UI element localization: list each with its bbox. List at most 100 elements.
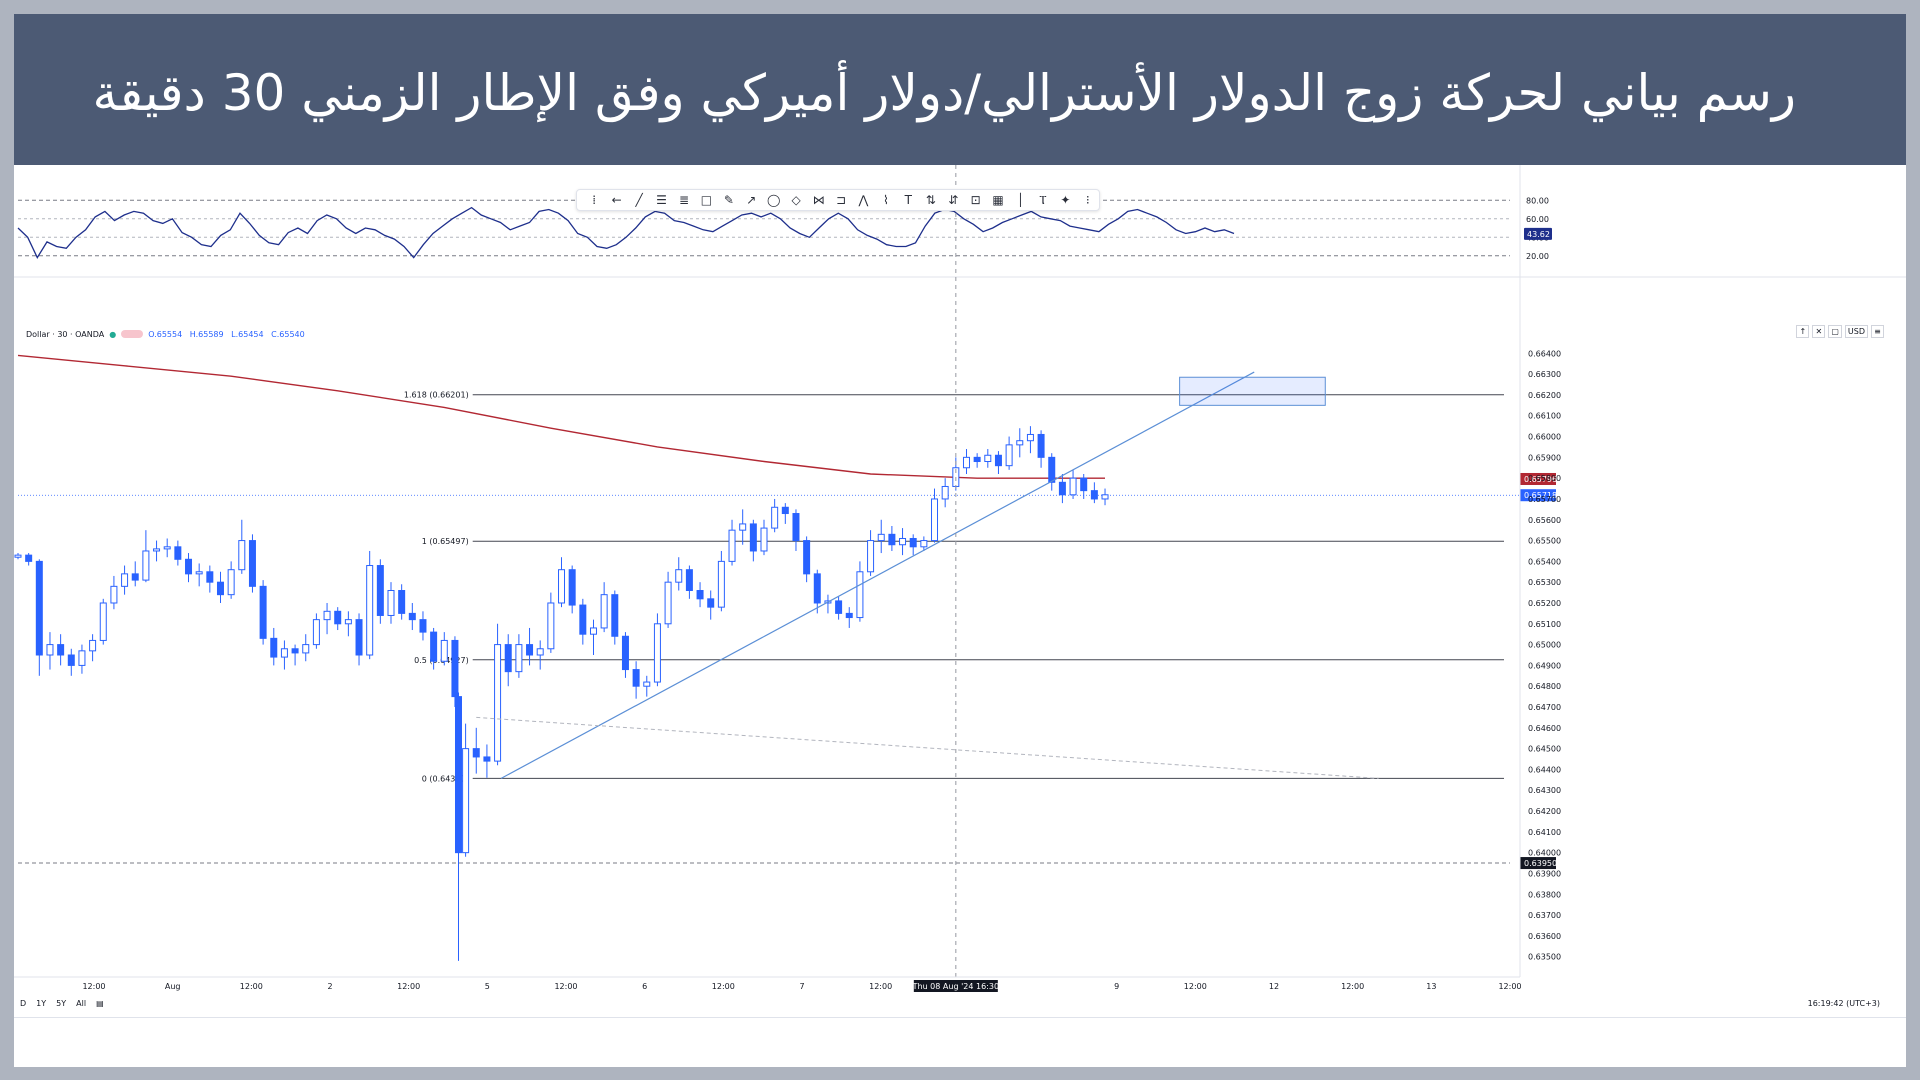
- diamond-icon[interactable]: ◇: [791, 193, 801, 207]
- candle: [195, 563, 203, 587]
- range-button-d[interactable]: D: [20, 999, 27, 1008]
- pattern-icon[interactable]: ⋈: [812, 193, 825, 207]
- candle-body: [526, 644, 534, 656]
- candle: [621, 632, 629, 678]
- arrow-left-icon[interactable]: ←: [611, 193, 622, 207]
- time-axis[interactable]: 12:00Aug12:00212:00512:00612:00712:008Th…: [14, 976, 1522, 992]
- candle: [664, 571, 672, 628]
- candle: [430, 627, 438, 670]
- drawings[interactable]: [476, 165, 1379, 977]
- candle: [856, 561, 864, 622]
- low-value: L.65454: [231, 329, 264, 339]
- circle-icon[interactable]: ◯: [767, 193, 781, 207]
- candle-body: [291, 648, 299, 654]
- fib-retracement-icon[interactable]: ☰: [656, 193, 667, 207]
- candle: [1016, 428, 1024, 458]
- short-position-icon[interactable]: ⇵: [948, 193, 959, 207]
- range-button-1y[interactable]: 1Y: [36, 999, 47, 1008]
- xabcd-icon[interactable]: ⋀: [858, 193, 869, 207]
- candle-body: [472, 748, 480, 758]
- candle: [877, 519, 885, 554]
- fib-extension-icon[interactable]: ≣: [678, 193, 689, 207]
- menu-icon[interactable]: ≡: [1871, 325, 1884, 338]
- close-icon[interactable]: ✕: [1812, 325, 1826, 338]
- candle: [121, 565, 129, 595]
- bottom-bar: D 1Y 5Y All ▤ 16:19:42 (UTC+3): [14, 993, 1906, 1013]
- zigzag-icon[interactable]: ⌇: [882, 193, 889, 207]
- candle-body: [771, 506, 779, 529]
- trendline-icon[interactable]: ╱: [635, 193, 643, 207]
- table-icon[interactable]: ▦: [992, 193, 1004, 207]
- moving-average: 0.65796 0.65718: [17, 354, 1557, 502]
- candle-body: [664, 581, 672, 625]
- scroll-up-icon[interactable]: ↑: [1796, 325, 1810, 338]
- more-icon[interactable]: ⁝: [1085, 193, 1090, 207]
- candle: [472, 727, 480, 774]
- candle: [259, 580, 267, 645]
- candle: [739, 509, 747, 545]
- candle-body: [131, 573, 139, 581]
- crop-icon[interactable]: ⊡: [970, 193, 981, 207]
- candle-body: [302, 644, 310, 654]
- candle: [845, 607, 853, 628]
- range-buttons: D 1Y 5Y All ▤: [20, 999, 104, 1008]
- candle: [270, 627, 278, 666]
- ma-value-label: 0.65796: [1524, 475, 1557, 484]
- calendar-icon[interactable]: ▤: [96, 999, 104, 1008]
- cross-line-icon[interactable]: Ⲧ: [1039, 192, 1047, 207]
- candle: [1026, 426, 1034, 454]
- candle: [984, 449, 992, 468]
- drag-handle-icon[interactable]: ⁞: [592, 193, 597, 207]
- time-tick-label: 9: [1114, 982, 1119, 991]
- candle: [760, 519, 768, 556]
- range-button-5y[interactable]: 5Y: [56, 999, 67, 1008]
- candle-body: [589, 627, 597, 635]
- price-tick-label: 0.65100: [1528, 620, 1561, 629]
- candle: [387, 582, 395, 624]
- time-tick-label: 12:00: [1184, 982, 1207, 991]
- long-position-icon[interactable]: ⇅: [925, 193, 936, 207]
- magic-icon[interactable]: ✦: [1060, 193, 1071, 207]
- candle-body: [440, 639, 448, 662]
- brush-icon[interactable]: ✎: [723, 193, 734, 207]
- candle: [454, 692, 462, 961]
- candle-body: [334, 610, 342, 625]
- candle: [451, 636, 459, 708]
- visibility-toggle-icon[interactable]: [121, 330, 144, 338]
- price-tick-label: 0.66000: [1528, 433, 1561, 442]
- price-tick-label: 0.65300: [1528, 578, 1561, 587]
- candle-body: [962, 456, 970, 469]
- candle: [14, 553, 22, 560]
- candle: [216, 571, 224, 603]
- maximize-icon[interactable]: ▢: [1828, 325, 1842, 338]
- fib-level-label: 0 (0.64357): [422, 774, 469, 783]
- price-tick-label: 0.65200: [1528, 599, 1561, 608]
- price-tick-label: 0.63500: [1528, 953, 1561, 962]
- vertical-line-icon[interactable]: │: [1016, 193, 1025, 207]
- candle: [792, 509, 800, 551]
- fibonacci-levels[interactable]: 1.618 (0.66201)1 (0.65497)0.5 (0.64927)0…: [18, 391, 1557, 870]
- path-icon[interactable]: ↗: [746, 193, 757, 207]
- candle-body: [355, 619, 363, 656]
- time-tick-label: 6: [642, 982, 647, 991]
- candle-body: [547, 602, 555, 650]
- alert-tag: [1520, 857, 1556, 870]
- rectangle-icon[interactable]: □: [700, 193, 713, 207]
- callout-icon[interactable]: ⊐: [836, 193, 847, 207]
- range-button-all[interactable]: All: [76, 999, 87, 1008]
- symbol-legend: Dollar · 30 · OANDA ● O.65554 H.65589 L.…: [26, 327, 310, 341]
- candle-body: [920, 540, 928, 548]
- text-icon[interactable]: T: [904, 193, 913, 207]
- clock-readout[interactable]: 16:19:42 (UTC+3): [1807, 999, 1880, 1008]
- candle: [835, 596, 843, 620]
- price-axis[interactable]: 0.66400 0.66300 0.66200 0.66100 0.66000 0.659…: [1519, 165, 1561, 977]
- candle: [185, 553, 193, 583]
- symbol-name[interactable]: Dollar · 30 · OANDA: [26, 329, 105, 339]
- currency-selector[interactable]: USD: [1844, 325, 1868, 338]
- candle-body: [1069, 477, 1077, 496]
- projection-line: [476, 716, 1379, 779]
- candle-body: [536, 648, 544, 656]
- candle-body: [1080, 477, 1088, 492]
- candle-body: [941, 485, 949, 500]
